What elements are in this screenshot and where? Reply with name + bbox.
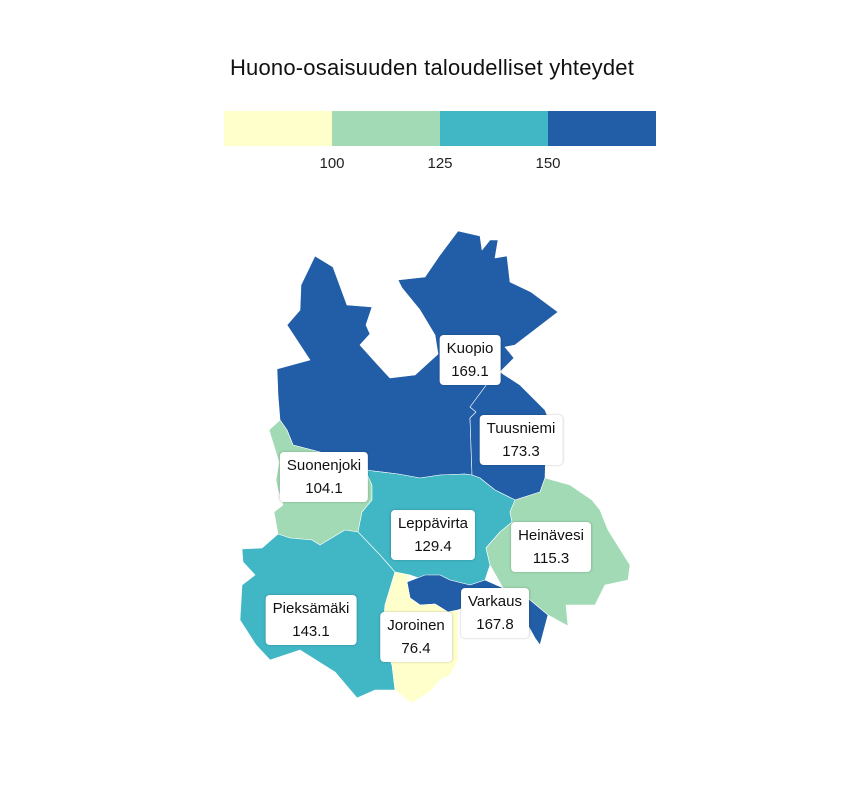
label-heinavesi: Heinävesi 115.3 [511, 522, 591, 572]
label-leppavirta-value: 129.4 [414, 538, 452, 555]
label-kuopio-value: 169.1 [451, 363, 489, 380]
legend-break-150: 150 [535, 155, 561, 172]
label-suonenjoki-value: 104.1 [305, 480, 343, 497]
label-suonenjoki-name: Suonenjoki [286, 457, 362, 474]
label-pieksamaki-name: Pieksämäki [272, 600, 350, 617]
legend-swatch-4 [548, 111, 656, 146]
legend-break-100: 100 [319, 155, 345, 172]
label-tuusniemi: Tuusniemi 173.3 [479, 415, 563, 465]
legend-swatch-3 [440, 111, 548, 146]
label-pieksamaki-value: 143.1 [292, 623, 330, 640]
legend-swatch-2 [332, 111, 440, 146]
label-pieksamaki: Pieksämäki 143.1 [265, 595, 357, 645]
label-varkaus-value: 167.8 [476, 616, 514, 633]
label-varkaus: Varkaus 167.8 [461, 588, 529, 638]
label-suonenjoki: Suonenjoki 104.1 [279, 452, 369, 502]
label-joroinen: Joroinen 76.4 [380, 612, 452, 662]
label-kuopio: Kuopio 169.1 [439, 335, 501, 385]
label-heinavesi-value: 115.3 [532, 550, 570, 567]
label-tuusniemi-value: 173.3 [502, 443, 540, 460]
label-leppavirta: Leppävirta 129.4 [390, 510, 476, 560]
label-heinavesi-name: Heinävesi [518, 527, 584, 544]
map-title: Huono-osaisuuden taloudelliset yhteydet [229, 55, 635, 80]
label-tuusniemi-name: Tuusniemi [486, 420, 556, 437]
label-leppavirta-name: Leppävirta [397, 515, 469, 532]
label-joroinen-value: 76.4 [401, 640, 431, 657]
label-joroinen-name: Joroinen [387, 617, 445, 634]
label-kuopio-name: Kuopio [446, 340, 494, 357]
legend-swatch-1 [224, 111, 332, 146]
legend-break-125: 125 [427, 155, 453, 172]
label-varkaus-name: Varkaus [468, 593, 522, 610]
